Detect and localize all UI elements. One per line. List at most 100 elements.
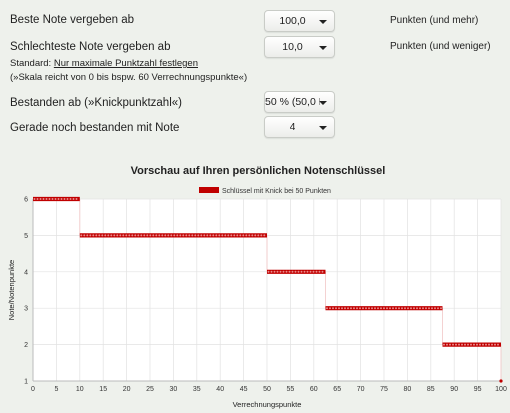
worst-grade-value: 10,0 <box>282 41 303 53</box>
step-marker <box>449 343 451 346</box>
step-marker <box>473 343 475 346</box>
step-marker <box>425 307 427 310</box>
x-tick-label: 10 <box>76 386 84 393</box>
step-marker <box>140 234 143 237</box>
step-marker <box>395 307 397 310</box>
step-marker <box>344 307 346 310</box>
chevron-down-icon <box>319 126 327 130</box>
step-marker <box>215 234 218 237</box>
step-marker <box>464 343 466 346</box>
step-marker <box>497 343 499 346</box>
step-marker <box>479 343 481 346</box>
worst-grade-unit: Punkten (und weniger) <box>390 41 491 52</box>
step-marker <box>452 343 454 346</box>
series-schluessel <box>33 196 503 383</box>
x-tick-label: 80 <box>404 386 412 393</box>
grade-key-chart: Vorschau auf Ihren persönlichen Notensch… <box>7 165 507 409</box>
step-marker <box>98 234 101 237</box>
legend-label: Schlüssel mit Knick bei 50 Punkten <box>222 188 331 195</box>
step-marker <box>315 270 318 273</box>
best-grade-select[interactable]: 100,0 <box>264 10 335 32</box>
step-marker <box>294 270 297 273</box>
step-marker <box>434 307 436 310</box>
step-marker <box>386 307 388 310</box>
standard-prefix: Standard: <box>10 58 52 69</box>
step-marker <box>134 234 137 237</box>
step-marker <box>239 234 242 237</box>
step-marker <box>332 307 334 310</box>
step-marker <box>470 343 472 346</box>
step-point <box>499 379 503 383</box>
step-marker <box>39 198 42 200</box>
step-marker <box>263 234 266 237</box>
step-marker <box>260 234 263 237</box>
step-marker <box>80 234 83 237</box>
step-marker <box>326 307 328 310</box>
x-tick-label: 90 <box>450 386 458 393</box>
step-marker <box>242 234 245 237</box>
x-tick-label: 55 <box>287 386 295 393</box>
step-marker <box>443 343 445 346</box>
step-marker <box>185 234 188 237</box>
step-marker <box>143 234 146 237</box>
step-marker <box>191 234 194 237</box>
y-tick-label: 2 <box>24 342 28 349</box>
step-marker <box>437 307 439 310</box>
step-marker <box>309 270 312 273</box>
step-marker <box>392 307 394 310</box>
step-marker <box>446 343 448 346</box>
step-marker <box>455 343 457 346</box>
step-marker <box>122 234 125 237</box>
grid-lines <box>32 198 502 382</box>
step-marker <box>410 307 412 310</box>
step-marker <box>51 198 54 200</box>
step-marker <box>318 270 321 273</box>
step-marker <box>179 234 182 237</box>
chart-title: Vorschau auf Ihren persönlichen Notensch… <box>131 165 386 177</box>
step-marker <box>371 307 373 310</box>
chevron-down-icon <box>319 101 327 105</box>
step-marker <box>48 198 51 200</box>
step-marker <box>461 343 463 346</box>
step-marker <box>230 234 233 237</box>
x-tick-label: 25 <box>146 386 154 393</box>
step-marker <box>245 234 248 237</box>
step-marker <box>276 270 279 273</box>
step-marker <box>282 270 285 273</box>
step-marker <box>383 307 385 310</box>
step-marker <box>267 270 270 273</box>
pass-grade-label: Gerade noch bestanden mit Note <box>10 122 180 134</box>
step-marker <box>209 234 212 237</box>
x-tick-label: 30 <box>170 386 178 393</box>
x-tick-label: 75 <box>380 386 388 393</box>
y-axis-label: Note/Notenpunkte <box>7 260 16 320</box>
best-grade-unit: Punkten (und mehr) <box>390 15 479 26</box>
step-marker <box>119 234 122 237</box>
step-marker <box>377 307 379 310</box>
x-tick-label: 50 <box>263 386 271 393</box>
pass-threshold-select[interactable]: 50 % (50,0 Pun <box>264 91 335 113</box>
step-marker <box>251 234 254 237</box>
y-tick-label: 1 <box>24 379 28 386</box>
step-marker <box>161 234 164 237</box>
step-marker <box>270 270 273 273</box>
max-points-link[interactable]: Nur maximale Punktzahl festlegen <box>53 58 198 69</box>
step-marker <box>131 234 134 237</box>
step-marker <box>428 307 430 310</box>
step-marker <box>194 234 197 237</box>
step-marker <box>458 343 460 346</box>
step-marker <box>164 234 167 237</box>
step-marker <box>413 307 415 310</box>
step-marker <box>182 234 185 237</box>
step-marker <box>128 234 131 237</box>
worst-grade-select[interactable]: 10,0 <box>264 36 335 58</box>
step-marker <box>404 307 406 310</box>
pass-grade-value: 4 <box>289 121 296 133</box>
step-marker <box>218 234 221 237</box>
step-marker <box>107 234 110 237</box>
step-marker <box>125 234 128 237</box>
step-marker <box>152 234 155 237</box>
step-marker <box>285 270 288 273</box>
step-marker <box>54 198 57 200</box>
pass-grade-select[interactable]: 4 <box>264 116 335 138</box>
